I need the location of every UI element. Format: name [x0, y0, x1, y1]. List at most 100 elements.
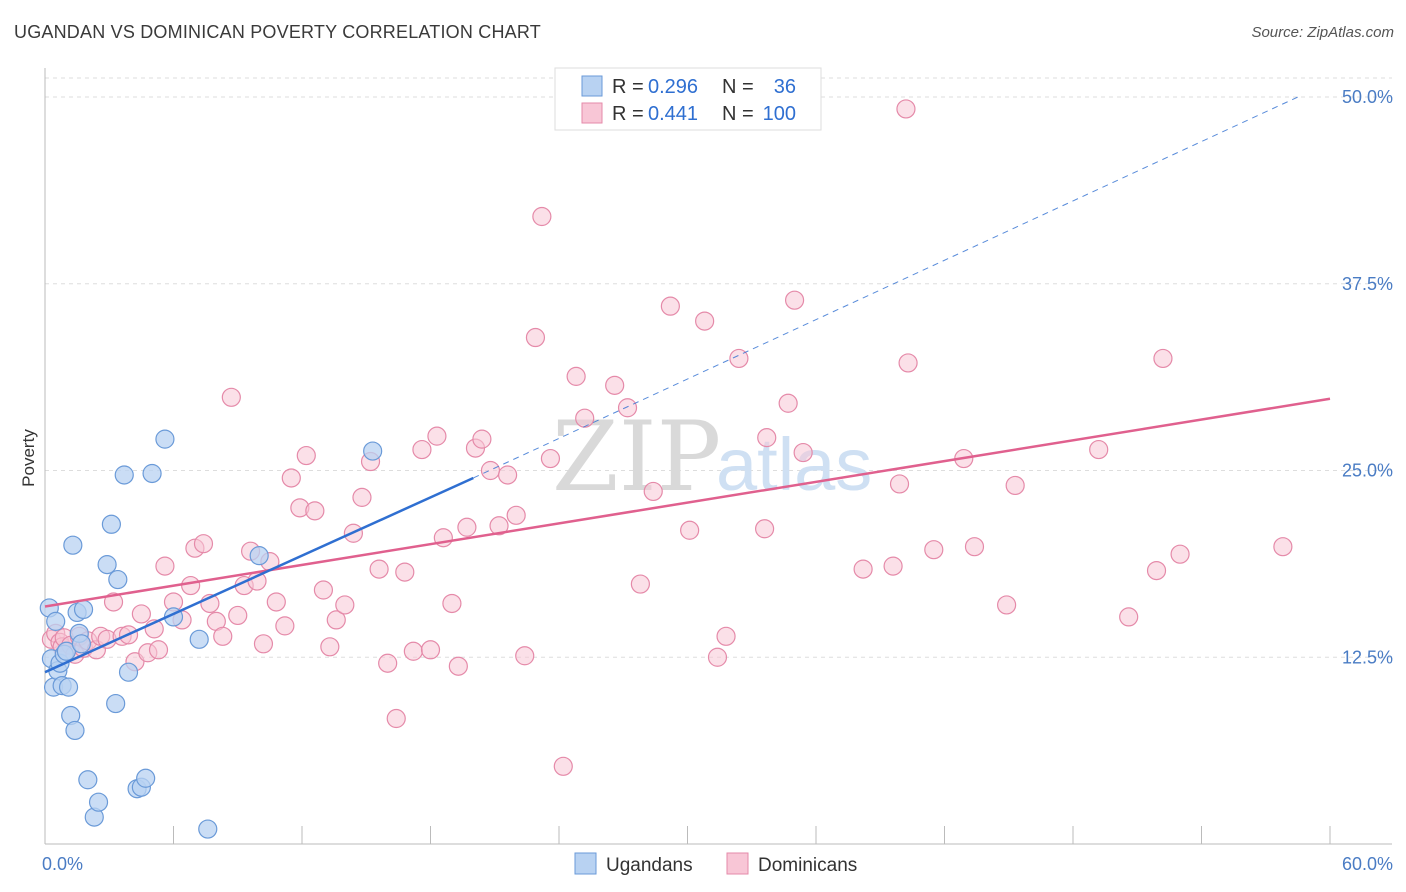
dominicans-point-38 [266, 592, 286, 612]
x-tick-label-0: 0.0% [42, 854, 83, 874]
ugandans-point-3 [46, 611, 66, 631]
ugandans-point-11 [63, 535, 83, 555]
dominicans-point-82 [695, 311, 715, 331]
legend: R = 0.296 N = 36 R = 0.441 N = 100 [554, 67, 822, 131]
dominicans-point-42 [296, 445, 316, 466]
dominicans-point-14 [103, 592, 124, 612]
tick-labels: 12.5% 25.0% 37.5% 50.0% 0.0% 60.0% [42, 87, 1393, 874]
dominicans-point-36 [253, 634, 274, 654]
dominicans-point-22 [155, 556, 175, 576]
dominicans-point-54 [395, 562, 415, 582]
ugandans-point-24 [114, 465, 134, 485]
ugandans-point-30 [155, 429, 175, 449]
legend-swatch-ugandans [581, 75, 603, 97]
ugandans-point-20 [97, 555, 117, 575]
dominicans-point-46 [326, 610, 346, 630]
dominicans-point-40 [281, 468, 301, 488]
dominicans-point-92 [883, 556, 903, 576]
dominicans-point-60 [442, 593, 462, 614]
trend-lines [44, 96, 1331, 674]
dominicans-point-98 [964, 537, 985, 557]
ugandans-point-17 [78, 770, 98, 790]
dominicans-point-45 [320, 637, 340, 657]
dominicans-point-95 [898, 353, 918, 373]
legend-n-value-ugandans: 36 [774, 76, 796, 98]
dominicans-point-74 [566, 366, 586, 386]
dominicans-point-39 [275, 616, 295, 636]
ugandans-point-32 [189, 629, 209, 649]
dominicans-point-87 [757, 428, 777, 448]
ugandans-point-35 [363, 441, 383, 461]
dominicans-point-104 [1153, 348, 1173, 369]
dominicans-point-84 [716, 626, 736, 646]
dominicans-point-47 [335, 595, 355, 615]
dominicans-point-100 [1005, 475, 1025, 496]
ugandans-point-12 [65, 720, 85, 741]
dominicans-point-44 [313, 580, 334, 600]
dominicans-point-85 [729, 348, 749, 369]
dominicans-point-106 [1273, 537, 1293, 557]
dominicans-point-56 [412, 439, 432, 460]
dominicans-point-61 [448, 656, 468, 676]
dominicans-point-71 [532, 206, 552, 227]
dominicans-point-58 [427, 426, 447, 446]
ugandans-point-25 [118, 662, 139, 682]
legend-r-value-dominicans: 0.441 [648, 103, 698, 125]
y-tick-label-1: 25.0% [1342, 461, 1393, 481]
ugandans-point-33 [198, 819, 218, 839]
dominicans-point-91 [853, 559, 873, 579]
legend-r-label-ugandans: R = [612, 76, 644, 98]
y-axis-title: Poverty [19, 429, 38, 487]
y-tick-label-0: 12.5% [1342, 647, 1393, 667]
dominicans-point-27 [193, 534, 214, 554]
dominicans-point-65 [480, 460, 501, 481]
dominicans-point-69 [515, 646, 535, 666]
dominicans-point-67 [498, 465, 518, 485]
dominicans-point-103 [1146, 560, 1167, 581]
dominicans-point-81 [680, 520, 700, 540]
watermark: ZIP atlas [552, 401, 872, 513]
dominicans-point-94 [896, 99, 916, 119]
chart-title: UGANDAN VS DOMINICAN POVERTY CORRELATION… [14, 22, 541, 42]
dominicans-point-31 [221, 387, 241, 407]
dominicans-point-75 [575, 408, 595, 428]
dominicans-point-101 [1089, 439, 1109, 460]
dominicans-point-79 [643, 481, 663, 502]
legend-r-value-ugandans: 0.296 [648, 76, 698, 98]
bottom-legend-swatch-ugandans [574, 852, 597, 875]
dominicans-point-90 [793, 442, 813, 463]
grid-lines [45, 77, 1392, 658]
dominicans-point-86 [754, 519, 775, 539]
legend-n-label-dominicans: N = [722, 103, 754, 125]
dominicans-point-99 [997, 595, 1017, 615]
ugandans-point-34 [249, 546, 269, 566]
dominicans-point-25 [181, 575, 201, 596]
dominicans-point-76 [605, 375, 625, 395]
dominicans-point-49 [352, 487, 372, 507]
dominicans-point-89 [784, 290, 805, 310]
ugandans-points [39, 429, 383, 839]
dominicans-point-88 [778, 393, 798, 413]
dominicans-point-83 [707, 647, 728, 667]
dominicans-point-55 [403, 641, 423, 661]
axes [44, 68, 1392, 845]
dominicans-point-62 [457, 517, 477, 537]
ugandans-trend-line [44, 476, 474, 674]
ugandans-point-23 [108, 569, 128, 590]
x-tick-label-1: 60.0% [1342, 854, 1393, 874]
y-tick-label-3: 50.0% [1342, 87, 1393, 107]
legend-n-value-dominicans: 100 [763, 103, 796, 125]
legend-swatch-dominicans [581, 102, 603, 124]
ugandans-point-16 [73, 599, 94, 620]
dominicans-point-73 [553, 756, 573, 776]
watermark-atlas: atlas [716, 423, 872, 506]
bottom-legend: Ugandans Dominicans [574, 852, 857, 876]
dominicans-point-53 [386, 708, 406, 729]
legend-n-label-ugandans: N = [722, 76, 754, 98]
ugandans-point-21 [101, 514, 121, 534]
bottom-legend-swatch-dominicans [726, 852, 749, 875]
dominicans-point-93 [889, 474, 910, 494]
dominicans-point-96 [924, 540, 944, 560]
dominicans-point-66 [489, 516, 509, 536]
